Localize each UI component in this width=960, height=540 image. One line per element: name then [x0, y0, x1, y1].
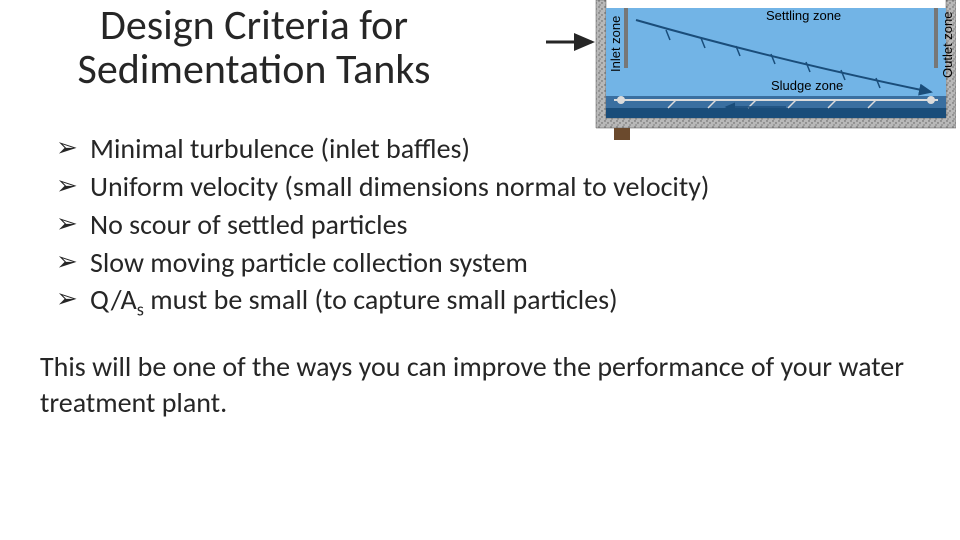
inlet-baffle	[624, 8, 628, 68]
tank-svg	[526, 0, 956, 140]
list-item: Slow moving particle collection system	[56, 244, 960, 282]
sludge-layer	[606, 108, 946, 118]
label-settling: Settling zone	[766, 8, 841, 23]
list-item: Uniform velocity (small dimensions norma…	[56, 168, 960, 206]
label-inlet: Inlet zone	[608, 16, 623, 72]
bullet-text: Minimal turbulence (inlet baffles)	[90, 131, 470, 166]
bullet-text: must be small (to capture small particle…	[144, 282, 618, 317]
bullet-text: Slow moving particle collection system	[90, 245, 528, 280]
label-outlet: Outlet zone	[940, 12, 955, 79]
closing-paragraph: This will be one of the ways you can imp…	[0, 323, 960, 422]
sedimentation-diagram: Settling zone Sludge zone Inlet zone Out…	[526, 0, 956, 140]
title-line2: Sedimentation Tanks	[78, 44, 431, 95]
bullet-subscript: s	[137, 299, 144, 321]
page-title: Design Criteria for Sedimentation Tanks	[0, 0, 500, 92]
bullet-text: Uniform velocity (small dimensions norma…	[90, 169, 709, 204]
label-sludge: Sludge zone	[771, 78, 843, 93]
list-item: Minimal turbulence (inlet baffles)	[56, 130, 960, 168]
outlet-weir	[934, 8, 938, 68]
list-item: Q/As must be small (to capture small par…	[56, 281, 960, 322]
bullet-text: Q/A	[90, 282, 137, 317]
bullet-text: No scour of settled particles	[90, 207, 407, 242]
list-item: No scour of settled particles	[56, 206, 960, 244]
